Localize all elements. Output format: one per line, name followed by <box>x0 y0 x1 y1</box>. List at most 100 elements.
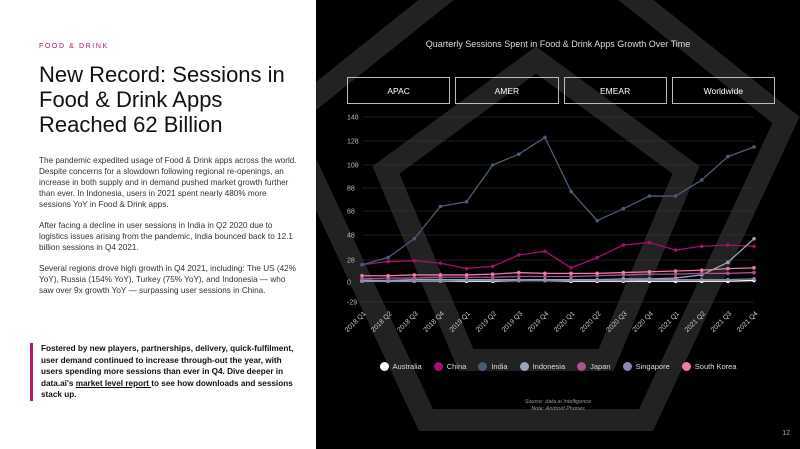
data-point <box>543 274 547 279</box>
data-point <box>726 243 730 247</box>
data-point <box>621 278 626 283</box>
callout-tail: to see how downloads and sessions stack … <box>41 378 293 400</box>
page-title: New Record: Sessions in Food & Drink App… <box>39 62 285 137</box>
legend-dot <box>622 362 632 371</box>
y-tick-label: 88 <box>347 186 355 193</box>
legend-item-australia[interactable]: Australia <box>379 362 422 371</box>
data-point <box>752 145 756 149</box>
page-number: 12 <box>782 430 790 437</box>
data-point <box>726 277 730 282</box>
data-point <box>647 269 652 274</box>
legend-label: South Korea <box>694 362 737 371</box>
legend-item-singapore[interactable]: Singapore <box>622 362 670 371</box>
tab-amer[interactable]: AMER <box>455 77 559 104</box>
legend-dot <box>433 362 443 371</box>
x-tick-label: 2020 Q1 <box>553 310 577 334</box>
note-line: Note: Android Phones <box>531 406 585 412</box>
region-tabs: APAC AMER EMEAR Worldwide <box>347 77 775 104</box>
x-tick-label: 2018 Q3 <box>396 310 420 334</box>
x-tick-label: 2019 Q1 <box>449 310 473 334</box>
data-point <box>673 248 678 252</box>
legend-label: Singapore <box>635 362 670 371</box>
x-tick-label: 2019 Q4 <box>527 310 551 334</box>
data-point <box>569 271 573 276</box>
data-point <box>412 279 417 284</box>
x-tick-label: 2021 Q1 <box>658 310 682 334</box>
data-point <box>490 278 495 283</box>
legend-label: China <box>446 362 467 371</box>
data-point <box>595 278 599 283</box>
section-kicker: FOOD & DRINK <box>39 43 109 50</box>
x-tick-label: 2019 Q3 <box>501 310 525 334</box>
data-point <box>464 273 469 277</box>
data-point <box>699 244 704 249</box>
data-point <box>595 271 599 276</box>
legend-item-south-korea[interactable]: South Korea <box>681 362 737 371</box>
chart-title: Quarterly Sessions Spent in Food & Drink… <box>425 39 691 49</box>
x-tick-label: 2021 Q3 <box>710 310 734 334</box>
y-tick-label: 108 <box>347 163 359 170</box>
data-point <box>673 272 678 276</box>
y-tick-label: 68 <box>347 209 355 216</box>
x-tick-label: 2018 Q1 <box>344 310 368 334</box>
legend-label: Japan <box>590 362 611 371</box>
data-point <box>543 278 547 283</box>
x-tick-label: 2020 Q4 <box>631 310 655 334</box>
background-logo-watermark <box>316 0 800 431</box>
data-point <box>438 279 443 284</box>
data-point <box>386 279 390 284</box>
data-point <box>543 249 547 254</box>
data-point <box>412 273 417 277</box>
series-line-india <box>361 136 755 266</box>
legend-item-india[interactable]: India <box>478 362 508 371</box>
market-report-link[interactable]: market level report <box>75 378 152 388</box>
data-point <box>490 264 495 269</box>
y-tick-label: -29 <box>347 300 357 307</box>
series-line-south-korea <box>362 267 755 277</box>
data-point <box>360 279 364 284</box>
data-point <box>647 277 652 282</box>
y-tick-label: 128 <box>347 139 359 146</box>
data-point <box>621 206 626 211</box>
callout-text: Fostered by new players, partnerships, d… <box>41 344 294 388</box>
body-text: The pandemic expedited usage of Food & D… <box>39 155 297 306</box>
data-point <box>412 258 417 263</box>
tab-worldwide[interactable]: Worldwide <box>671 77 775 104</box>
paragraph-1: The pandemic expedited usage of Food & D… <box>39 156 297 209</box>
data-point <box>517 278 521 283</box>
legend-item-china[interactable]: China <box>433 362 467 371</box>
data-point <box>595 255 599 260</box>
callout-box: Fostered by new players, partnerships, d… <box>30 343 299 401</box>
data-point <box>752 236 756 241</box>
x-tick-label: 2018 Q4 <box>422 310 446 334</box>
paragraph-2: After facing a decline in user sessions … <box>39 221 293 252</box>
data-point <box>726 271 730 276</box>
legend-item-indonesia[interactable]: Indonesia <box>519 362 565 371</box>
data-point <box>621 270 626 275</box>
data-point <box>543 135 547 140</box>
tab-emear[interactable]: EMEAR <box>563 77 667 104</box>
source-note: Source: data.ai Intelligence Note: Andro… <box>316 399 800 413</box>
data-point <box>412 236 417 241</box>
y-tick-label: 0 <box>347 280 351 287</box>
tab-apac[interactable]: APAC <box>347 77 451 104</box>
legend-label: India <box>491 362 508 371</box>
legend-item-japan[interactable]: Japan <box>577 362 611 371</box>
data-point <box>699 271 704 276</box>
data-point <box>673 194 678 198</box>
data-point <box>752 244 756 249</box>
y-tick-label: 28 <box>347 258 355 265</box>
data-point <box>386 255 390 260</box>
data-point <box>726 154 730 159</box>
x-tick-label: 2021 Q2 <box>684 310 708 334</box>
data-point <box>673 269 678 273</box>
chart-legend: Australia China India Indonesia Japan Singapo… <box>316 362 800 371</box>
data-point <box>517 253 521 257</box>
y-tick-label: 148 <box>347 115 359 122</box>
paragraph-3: Several regions drove high growth in Q4 … <box>39 264 296 295</box>
series-line-china <box>361 241 755 270</box>
legend-dot <box>519 362 529 371</box>
text-panel: FOOD & DRINK New Record: Sessions in Foo… <box>0 0 316 449</box>
x-tick-label: 2019 Q2 <box>475 310 499 334</box>
